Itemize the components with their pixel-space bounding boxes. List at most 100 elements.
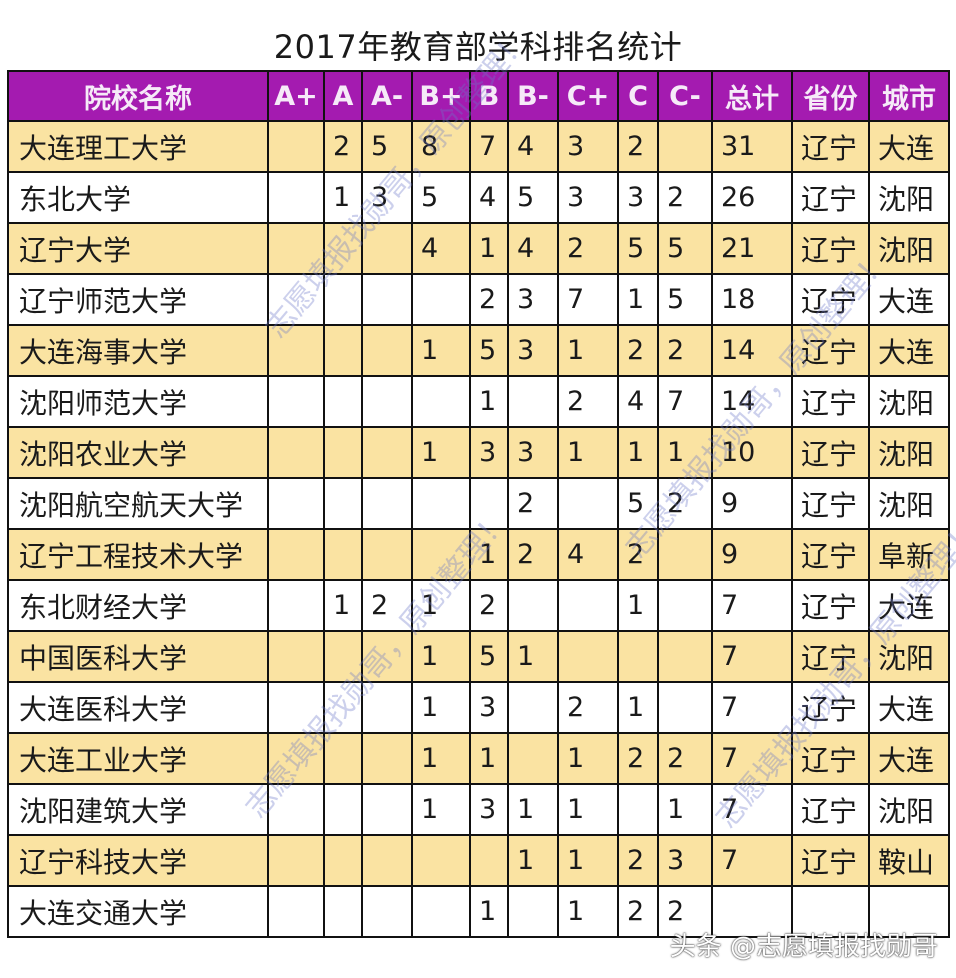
- a-count: [323, 324, 363, 377]
- c-count: 2: [617, 120, 659, 173]
- a-count: [323, 885, 363, 938]
- a-count: [323, 273, 363, 326]
- total-count: 9: [711, 477, 793, 530]
- c-plus-count: 3: [557, 120, 619, 173]
- school-name: 东北财经大学: [7, 579, 269, 632]
- city-cell: 沈阳: [868, 222, 950, 275]
- a-plus-count: [267, 834, 325, 887]
- table-row: 中国医科大学 1 5 1 7 辽宁 沈阳: [7, 630, 950, 683]
- province-cell: 辽宁: [791, 120, 870, 173]
- b-minus-count: 4: [507, 120, 559, 173]
- total-count: 7: [711, 732, 793, 785]
- b-count: [469, 477, 509, 530]
- city-cell: 大连: [868, 273, 950, 326]
- province-cell: 辽宁: [791, 732, 870, 785]
- c-plus-count: 1: [557, 324, 619, 377]
- c-minus-count: 2: [657, 477, 713, 530]
- b-count: 1: [469, 222, 509, 275]
- c-count: 2: [617, 528, 659, 581]
- city-cell: 沈阳: [868, 426, 950, 479]
- c-count: 2: [617, 324, 659, 377]
- a-plus-count: [267, 732, 325, 785]
- b-plus-count: 1: [411, 732, 471, 785]
- school-name: 东北大学: [7, 171, 269, 224]
- total-count: 7: [711, 783, 793, 836]
- a-minus-count: [361, 630, 413, 683]
- province-cell: 辽宁: [791, 222, 870, 275]
- school-name: 辽宁工程技术大学: [7, 528, 269, 581]
- b-plus-count: [411, 834, 471, 887]
- b-plus-count: [411, 477, 471, 530]
- a-minus-count: [361, 477, 413, 530]
- c-minus-count: [657, 528, 713, 581]
- b-minus-count: [507, 375, 559, 428]
- c-plus-count: 4: [557, 528, 619, 581]
- header-province: 省份: [791, 70, 870, 122]
- c-count: 2: [617, 732, 659, 785]
- school-name: 辽宁科技大学: [7, 834, 269, 887]
- c-plus-count: 1: [557, 783, 619, 836]
- header-row: 院校名称 A+ A A- B+ B B- C+ C C- 总计 省份 城市: [7, 70, 950, 122]
- a-plus-count: [267, 120, 325, 173]
- a-plus-count: [267, 579, 325, 632]
- b-count: 2: [469, 273, 509, 326]
- a-plus-count: [267, 477, 325, 530]
- c-count: 2: [617, 834, 659, 887]
- province-cell: 辽宁: [791, 324, 870, 377]
- table-row: 辽宁大学 4 1 4 2 5 5 21 辽宁 沈阳: [7, 222, 950, 275]
- a-minus-count: [361, 375, 413, 428]
- c-minus-count: 1: [657, 783, 713, 836]
- a-minus-count: [361, 324, 413, 377]
- b-count: 3: [469, 681, 509, 734]
- b-count: 3: [469, 426, 509, 479]
- school-name: 沈阳农业大学: [7, 426, 269, 479]
- a-minus-count: [361, 273, 413, 326]
- a-count: 2: [323, 120, 363, 173]
- header-a: A: [323, 70, 363, 122]
- a-plus-count: [267, 681, 325, 734]
- table-row: 大连理工大学 2 5 8 7 4 3 2 31 辽宁 大连: [7, 120, 950, 173]
- a-count: [323, 528, 363, 581]
- c-plus-count: 1: [557, 885, 619, 938]
- province-cell: 辽宁: [791, 528, 870, 581]
- c-count: 1: [617, 273, 659, 326]
- province-cell: 辽宁: [791, 477, 870, 530]
- b-plus-count: 1: [411, 324, 471, 377]
- c-plus-count: 3: [557, 171, 619, 224]
- city-cell: 阜新: [868, 528, 950, 581]
- a-count: 1: [323, 171, 363, 224]
- city-cell: [868, 885, 950, 938]
- a-plus-count: [267, 222, 325, 275]
- b-minus-count: 5: [507, 171, 559, 224]
- school-name: 中国医科大学: [7, 630, 269, 683]
- table-row: 大连工业大学 1 1 1 2 2 7 辽宁 大连: [7, 732, 950, 785]
- b-minus-count: [507, 732, 559, 785]
- a-count: [323, 630, 363, 683]
- b-minus-count: 1: [507, 834, 559, 887]
- a-minus-count: 2: [361, 579, 413, 632]
- a-plus-count: [267, 783, 325, 836]
- school-name: 大连交通大学: [7, 885, 269, 938]
- province-cell: 辽宁: [791, 630, 870, 683]
- b-count: 1: [469, 375, 509, 428]
- b-minus-count: 2: [507, 528, 559, 581]
- b-plus-count: 4: [411, 222, 471, 275]
- province-cell: 辽宁: [791, 681, 870, 734]
- c-minus-count: [657, 630, 713, 683]
- c-minus-count: 1: [657, 426, 713, 479]
- a-minus-count: [361, 732, 413, 785]
- table-row: 东北大学 1 3 5 4 5 3 3 2 26 辽宁 沈阳: [7, 171, 950, 224]
- b-plus-count: 1: [411, 579, 471, 632]
- a-minus-count: 3: [361, 171, 413, 224]
- table-row: 东北财经大学 1 2 1 2 1 7 辽宁 大连: [7, 579, 950, 632]
- c-minus-count: 5: [657, 222, 713, 275]
- total-count: 7: [711, 579, 793, 632]
- table-row: 沈阳师范大学 1 2 4 7 14 辽宁 沈阳: [7, 375, 950, 428]
- c-plus-count: 2: [557, 681, 619, 734]
- city-cell: 沈阳: [868, 630, 950, 683]
- a-count: [323, 222, 363, 275]
- a-count: [323, 681, 363, 734]
- a-minus-count: [361, 426, 413, 479]
- province-cell: 辽宁: [791, 834, 870, 887]
- b-minus-count: 3: [507, 426, 559, 479]
